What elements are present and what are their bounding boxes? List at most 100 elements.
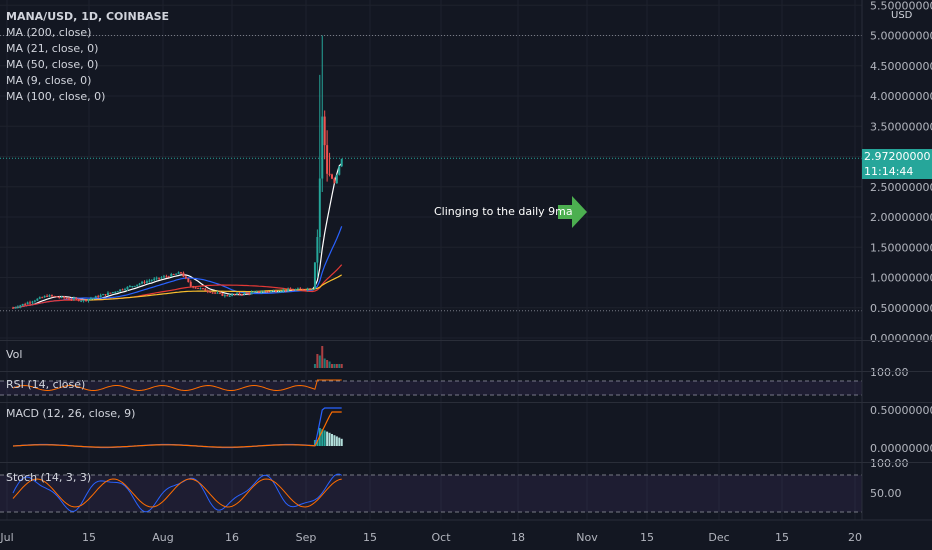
candle-body: [340, 158, 343, 167]
stoch-pane-label[interactable]: Stoch (14, 3, 3): [6, 471, 92, 484]
candle-body: [277, 291, 280, 293]
candle-body: [236, 293, 239, 295]
x-tick-label: Sep: [296, 531, 317, 544]
green-arrow-icon: [558, 196, 587, 228]
candle-body: [97, 296, 100, 298]
candle-body: [338, 166, 341, 175]
candle-body: [126, 286, 129, 290]
candle-body: [165, 276, 168, 278]
candle-body: [211, 292, 214, 294]
candle-body: [58, 297, 61, 299]
candle-body: [70, 299, 73, 301]
candle-body: [192, 286, 195, 288]
candle-body: [21, 303, 24, 306]
chart-grid: [0, 0, 862, 520]
candle-body: [133, 285, 136, 287]
candle-body: [272, 290, 275, 292]
indicator-panes: 100.00 0.50000000 0.00000000 100.00 50.00: [0, 346, 932, 513]
x-tick-label: 18: [511, 531, 525, 544]
rsi-pane-label[interactable]: RSI (14, close): [6, 378, 86, 391]
candle-body: [60, 296, 63, 298]
candle-body: [294, 289, 297, 291]
candle-body: [87, 299, 90, 301]
candle-body: [309, 288, 312, 290]
candle-body: [26, 302, 29, 304]
annotation-text[interactable]: Clinging to the daily 9ma: [434, 205, 573, 218]
candle-body: [12, 307, 14, 309]
candle-body: [304, 289, 307, 291]
legend-ma21[interactable]: MA (21, close, 0): [6, 42, 99, 55]
candle-body: [250, 292, 253, 294]
ma100-line: [86, 274, 343, 301]
volume-bar: [330, 364, 333, 368]
candle-body: [326, 145, 329, 174]
candle-body: [238, 293, 241, 295]
candle-body: [218, 292, 221, 294]
candle-body: [301, 288, 304, 290]
pane-separator[interactable]: [0, 402, 932, 403]
candle-body: [102, 294, 105, 296]
candle-body: [128, 286, 131, 288]
macd-signal-line: [12, 411, 342, 448]
candle-body: [182, 272, 185, 277]
stoch-d-line: [12, 478, 342, 508]
y-tick-label: 0.00000000: [870, 332, 932, 345]
y-tick-label: 3.50000000: [870, 120, 932, 133]
candle-body: [41, 297, 44, 299]
volume-pane-label[interactable]: Vol: [6, 348, 23, 361]
volume-bar: [338, 364, 341, 368]
candle-body: [316, 237, 319, 263]
candle-body: [306, 288, 309, 290]
candle-body: [175, 273, 178, 275]
candle-body: [14, 307, 17, 309]
volume-bar: [333, 364, 336, 368]
macd-pane-label[interactable]: MACD (12, 26, close, 9): [6, 407, 136, 420]
macd-histogram-bar: [338, 437, 341, 446]
pane-separator[interactable]: [0, 371, 932, 372]
candle-body: [318, 178, 321, 238]
candle-body: [197, 287, 200, 289]
candle-body: [245, 292, 248, 294]
currency-label[interactable]: USD: [891, 10, 913, 21]
candle-body: [194, 287, 197, 289]
candle-body: [223, 295, 226, 297]
candle-body: [255, 291, 258, 293]
candle-body: [233, 294, 236, 296]
candle-body: [31, 301, 34, 303]
candle-body: [189, 281, 192, 287]
x-tick-label: Oct: [431, 531, 451, 544]
legend-ma200[interactable]: MA (200, close): [6, 26, 92, 39]
candle-body: [143, 281, 146, 283]
moving-average-lines: [12, 163, 343, 309]
candle-body: [265, 291, 268, 293]
candle-body: [99, 295, 102, 297]
candle-body: [155, 277, 158, 279]
symbol-label[interactable]: MANA/USD, 1D, COINBASE: [6, 10, 170, 23]
candle-body: [333, 178, 336, 184]
legend-ma100[interactable]: MA (100, close, 0): [6, 90, 106, 103]
candle-body: [121, 289, 124, 291]
candle-body: [85, 299, 88, 301]
volume-bar: [328, 361, 331, 368]
y-tick-label: 5.00000000: [870, 30, 932, 43]
candle-body: [262, 291, 265, 293]
candle-body: [145, 281, 148, 283]
pane-separator[interactable]: [0, 340, 932, 341]
x-tick-label: 15: [775, 531, 789, 544]
y-tick-label: 4.50000000: [870, 60, 932, 73]
candle-body: [180, 272, 183, 274]
legend-ma9[interactable]: MA (9, close, 0): [6, 74, 92, 87]
x-tick-label: 20: [848, 531, 862, 544]
candle-body: [270, 290, 273, 292]
volume-bar: [318, 355, 321, 368]
ma50-line: [12, 264, 343, 309]
candle-body: [204, 288, 207, 291]
ma21-line: [12, 226, 343, 309]
legend-ma50[interactable]: MA (50, close, 0): [6, 58, 99, 71]
candle-body: [153, 278, 156, 281]
candle-body: [221, 293, 224, 296]
pane-separator[interactable]: [0, 462, 932, 463]
macd-histogram-bar: [335, 436, 338, 446]
candle-body: [167, 276, 170, 278]
